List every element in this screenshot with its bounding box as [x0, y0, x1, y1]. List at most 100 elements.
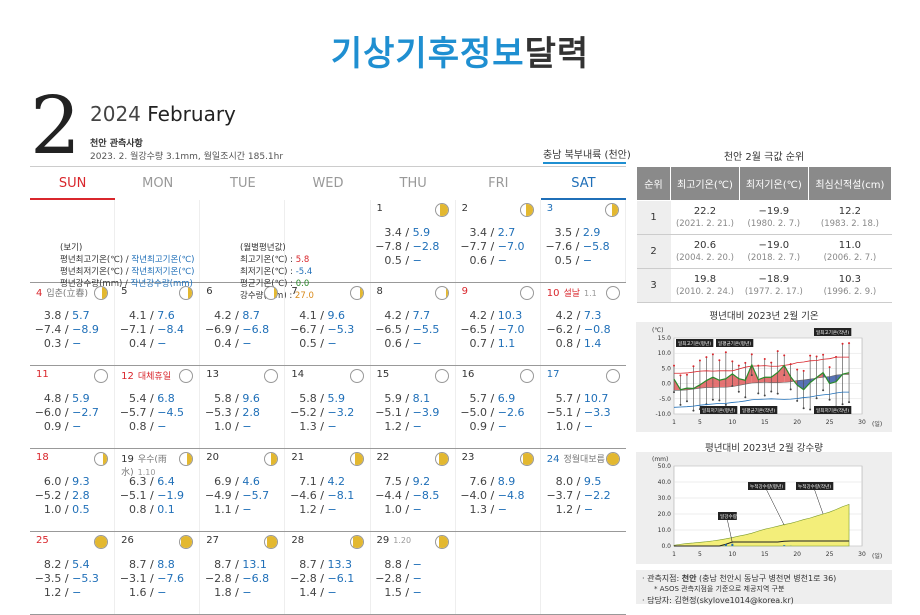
day-number: 2: [462, 203, 468, 214]
y-tick-label: 50.0: [658, 463, 672, 470]
daily-low-point: [692, 410, 694, 412]
temp-high-row: 4.2 / 10.3: [460, 309, 527, 323]
rank-num: 3: [637, 269, 671, 303]
daily-high-point: [770, 362, 772, 364]
day-number: 27: [206, 535, 219, 546]
moon-phase-icon: [520, 452, 534, 466]
daily-high-point: [783, 354, 785, 356]
x-tick-label: 10: [729, 419, 737, 426]
x-tick-label: 1: [672, 419, 676, 426]
daily-low-point: [718, 399, 720, 401]
daily-high-point: [679, 374, 681, 376]
temp-low-row: −5.2 / −3.2: [290, 406, 357, 420]
precip-row: 1.2 / −: [35, 586, 102, 600]
precip-row: 1.0 / −: [375, 503, 442, 517]
moon-phase-icon: [179, 286, 193, 300]
precip-row: 1.3 / −: [290, 420, 357, 434]
daily-low-point: [673, 391, 675, 393]
footer-line3: · 담당자: 김현정(skylove1014@korea.kr): [642, 595, 886, 606]
precip-row: 1.1 / −: [205, 503, 272, 517]
rank-num: 2: [637, 235, 671, 269]
temp-high-row: 3.8 / 5.7: [35, 309, 102, 323]
daily-high-point: [712, 353, 714, 355]
moon-phase-icon: [605, 203, 619, 217]
y-axis-unit: (mm): [652, 456, 668, 463]
day-number: 23: [462, 452, 475, 463]
temp-low-row: −6.5 / −7.0: [460, 323, 527, 337]
region-label: 충남 북부내륙 (천안): [543, 146, 631, 161]
precip-row: 1.0 / −: [546, 420, 613, 434]
moon-phase-icon: [94, 286, 108, 300]
y-tick-label: 0.0: [661, 381, 671, 388]
legend-label: 일최고기온(작년): [816, 329, 849, 336]
temp-high-row: 7.6 / 8.9: [460, 475, 527, 489]
temp-high-row: 5.8 / 9.6: [205, 392, 272, 406]
rank-cell: 22.2(2021. 2. 21.): [671, 201, 740, 235]
temp-low-row: −7.6 / −5.8: [545, 240, 612, 254]
day-number: 3: [547, 203, 553, 214]
temp-high-row: 4.2 / 7.3: [546, 309, 613, 323]
temp-high-row: 5.7 / 6.9: [460, 392, 527, 406]
day-values: 8.8 / −−2.8 / −1.5 / −: [375, 558, 442, 600]
precip-row: 0.8 / 1.4: [546, 337, 613, 351]
legend-label: 일평균기온(작년): [742, 407, 775, 414]
daily-high-point: [822, 354, 824, 356]
weekday-header: SUN MON TUE WED THU FRI SAT: [30, 166, 626, 200]
precip-row: 1.5 / −: [375, 586, 442, 600]
legend-label: 일최저기온(작년): [816, 407, 849, 414]
footer-line1: · 관측지점: 천안 (충남 천안시 동남구 병천면 병천1로 36): [642, 573, 886, 584]
temp-low-row: −6.9 / −6.8: [205, 323, 272, 337]
precip-row: 0.5 / −: [545, 254, 612, 268]
temp-high-row: 6.0 / 9.3: [35, 475, 102, 489]
x-tick-label: 1: [672, 551, 676, 558]
calendar-cell-empty: [541, 532, 626, 614]
temp-high-row: 7.5 / 9.2: [375, 475, 442, 489]
temp-low-row: −2.8 / −6.8: [205, 572, 272, 586]
daily-high-point: [848, 342, 850, 344]
temp-high-row: 8.0 / 9.5: [546, 475, 613, 489]
precip-row: 1.2 / −: [546, 503, 613, 517]
daily-low-point: [764, 394, 766, 396]
obs-stats: 2023. 2. 월강수량 3.1mm, 월일조시간 185.1hr: [90, 149, 283, 162]
moon-phase-icon: [264, 286, 278, 300]
y-tick-label: -10.0: [655, 411, 671, 418]
year-month: 2024 February: [90, 102, 236, 126]
legend-line2: 평년최저기온(℃) / 작년최저기온(℃): [60, 266, 230, 278]
x-tick-label: 20: [793, 419, 801, 426]
day-number: 11: [36, 369, 49, 380]
temp-high-row: 8.8 / −: [375, 558, 442, 572]
day-number: 15: [377, 369, 390, 380]
temp-high-row: 5.8 / 5.9: [290, 392, 357, 406]
rank-h3: 최심신적설(cm): [808, 167, 891, 201]
month-name: February: [147, 102, 236, 126]
moon-phase-icon: [520, 286, 534, 300]
rank-cell: −18.9(1977. 2. 17.): [739, 269, 808, 303]
day-number: 21: [291, 452, 304, 463]
temp-high-row: 4.8 / 5.9: [35, 392, 102, 406]
legend-label: 일평균기온(평년): [718, 340, 751, 347]
moon-phase-icon: [520, 203, 534, 217]
x-tick-label: 25: [826, 551, 834, 558]
weekday-wed: WED: [285, 167, 370, 200]
moon-phase-icon: [179, 452, 193, 466]
